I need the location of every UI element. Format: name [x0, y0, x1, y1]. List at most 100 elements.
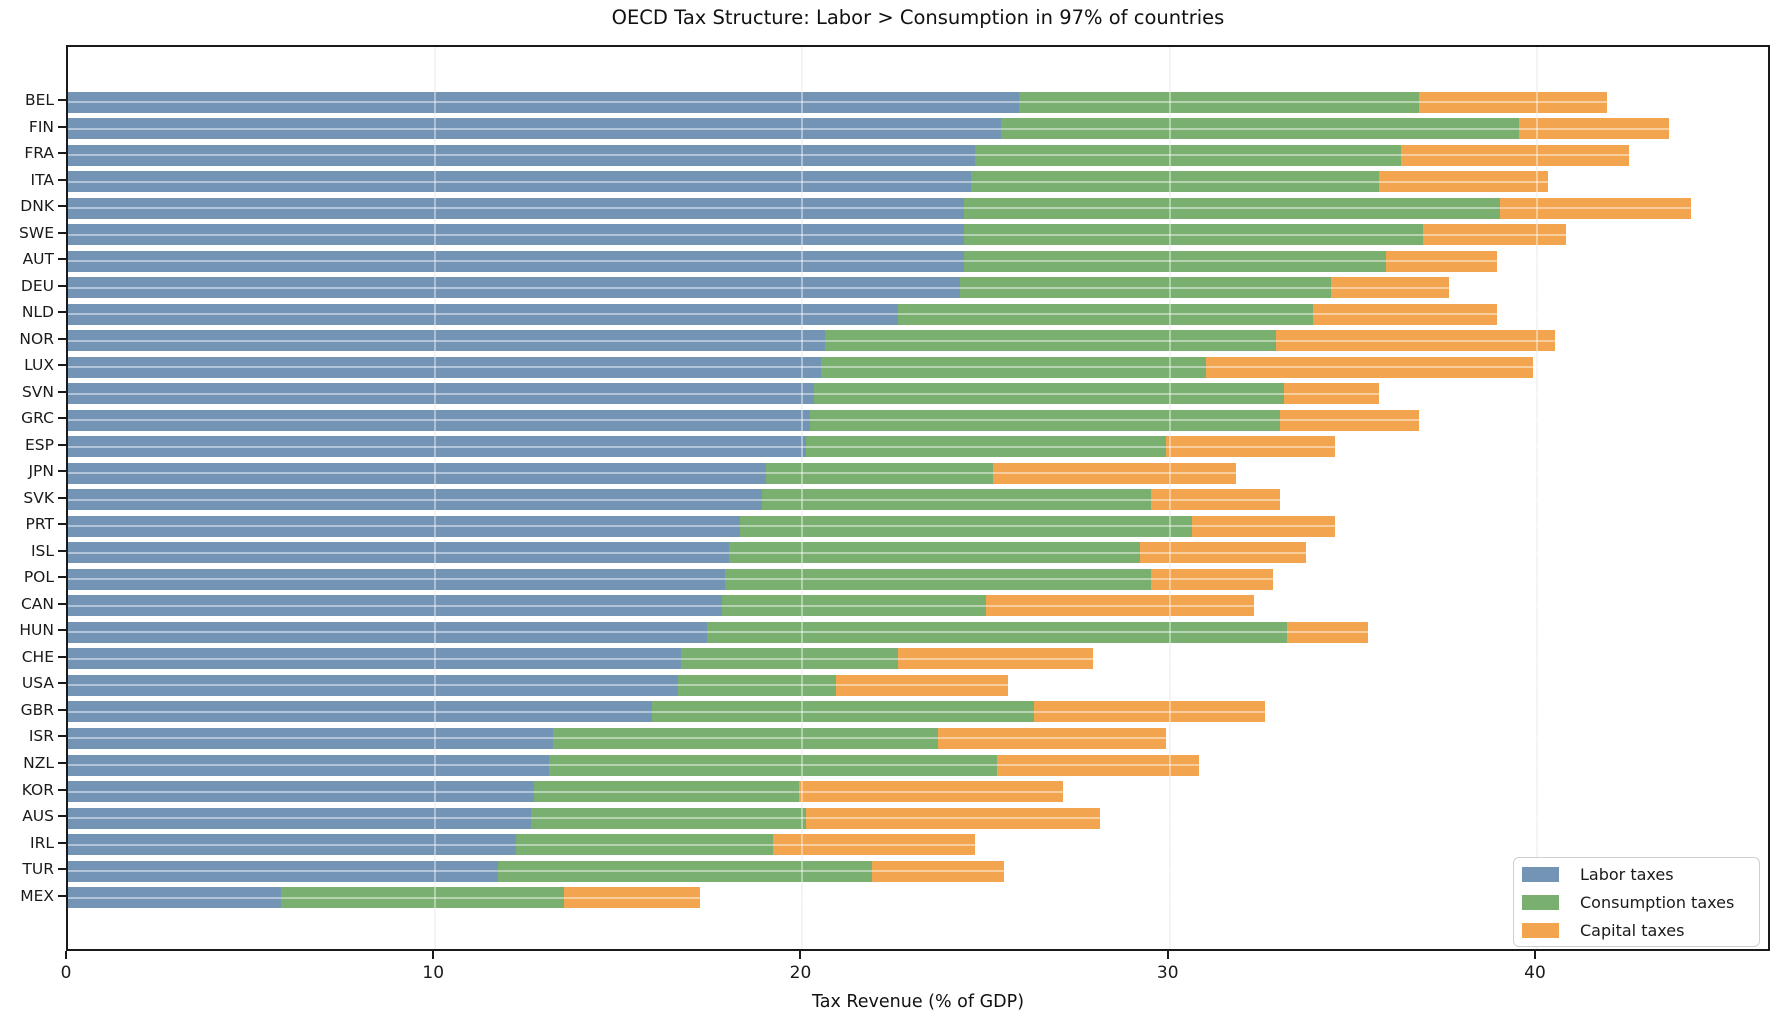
y-tick-mark	[58, 549, 66, 552]
gridline-y	[68, 764, 1768, 766]
bar-segment-swe-labor	[68, 224, 965, 246]
bar-segment-dnk-capital	[1500, 197, 1692, 219]
y-tick-mark	[58, 894, 66, 897]
bar-segment-gbr-consumption	[651, 701, 1034, 723]
bar-segment-hun-labor	[68, 621, 707, 643]
y-tick-mark	[58, 815, 66, 818]
y-tick-label: TUR	[22, 860, 54, 879]
bar-segment-svk-consumption	[762, 489, 1152, 511]
y-tick-label: NLD	[21, 303, 54, 322]
bar-segment-can-consumption	[721, 595, 987, 617]
legend-label: Consumption taxes	[1580, 892, 1735, 912]
bar-segment-lux-consumption	[820, 356, 1207, 378]
gridline-y	[68, 472, 1768, 475]
bar-segment-svn-labor	[68, 383, 814, 405]
y-tick-label: KOR	[21, 780, 54, 799]
bar-segment-tur-labor	[68, 860, 498, 882]
bar-segment-nzl-labor	[68, 754, 550, 776]
bar-segment-can-capital	[986, 595, 1255, 617]
legend-swatch-labor	[1522, 866, 1559, 882]
y-tick-label: SVN	[21, 382, 54, 401]
bar-segment-grc-consumption	[809, 409, 1280, 431]
bar-segment-tur-capital	[872, 860, 1005, 882]
gridline-y	[68, 260, 1768, 263]
gridline-y	[68, 578, 1768, 581]
bar-segment-usa-labor	[68, 674, 678, 696]
bar-segment-deu-labor	[68, 277, 961, 299]
bar-segment-svk-capital	[1151, 489, 1280, 511]
legend-label: Capital taxes	[1580, 920, 1685, 940]
y-tick-mark	[58, 152, 66, 155]
x-tick-label: 0	[60, 963, 72, 983]
y-tick-label: USA	[21, 674, 54, 693]
bar-segment-aut-labor	[68, 250, 965, 272]
bar-segment-jpn-consumption	[765, 462, 994, 484]
gridline-y	[68, 604, 1768, 607]
bar-segment-bel-consumption	[1019, 91, 1420, 113]
gridline-y	[68, 445, 1768, 448]
y-tick-label: PRT	[25, 515, 54, 534]
bar-segment-svn-capital	[1283, 383, 1380, 405]
y-tick-label: LUX	[24, 356, 54, 375]
bar-segment-nor-labor	[68, 330, 825, 352]
y-tick-mark	[58, 390, 66, 393]
legend-label: Labor taxes	[1580, 864, 1674, 884]
bar-segment-nzl-consumption	[549, 754, 998, 776]
gridline-y	[68, 154, 1768, 157]
gridline-y	[68, 896, 1768, 899]
bar-segment-fin-capital	[1518, 118, 1670, 140]
bar-segment-fin-labor	[68, 118, 1001, 140]
gridline-y	[68, 101, 1768, 103]
gridline-x-overlay	[434, 47, 437, 949]
bar-segment-prt-consumption	[740, 515, 1192, 537]
bar-segment-isl-capital	[1140, 542, 1306, 564]
gridline-y	[68, 419, 1768, 422]
bar-segment-fra-capital	[1401, 144, 1629, 166]
bar-segment-hun-capital	[1287, 621, 1369, 643]
gridline-y	[68, 339, 1768, 342]
y-tick-label: IRL	[30, 833, 54, 852]
legend-item: Consumption taxes	[1522, 892, 1751, 913]
legend-item: Capital taxes	[1522, 920, 1751, 941]
bar-segment-aus-labor	[68, 807, 531, 829]
bar-segment-mex-consumption	[281, 887, 564, 909]
bar-segment-dnk-consumption	[964, 197, 1501, 219]
y-tick-mark	[58, 99, 66, 101]
plot-area: BEL FIN FRA ITA DNK SWE AUT DEU NLD NOR LUX SVN GRC E…	[19, 45, 1770, 983]
bar-segment-esp-consumption	[806, 436, 1167, 458]
bar-segment-irl-labor	[68, 834, 517, 856]
x-tick-mark	[1533, 951, 1536, 959]
gridline-y	[68, 207, 1768, 210]
bar-segment-jpn-labor	[68, 462, 766, 484]
bar-segment-irl-capital	[773, 834, 976, 856]
bar-segment-swe-consumption	[964, 224, 1424, 246]
y-tick-mark	[58, 125, 66, 128]
bar-segment-can-labor	[68, 595, 722, 617]
y-tick-label: AUT	[22, 250, 54, 269]
bar-segment-che-labor	[68, 648, 682, 670]
y-tick-mark	[58, 868, 66, 871]
bar-segment-usa-consumption	[677, 674, 836, 696]
y-tick-label: AUS	[22, 807, 54, 826]
bar-segment-prt-labor	[68, 515, 741, 537]
x-tick-label: 20	[789, 963, 812, 983]
y-tick-label: MEX	[20, 886, 54, 905]
gridline-y	[68, 737, 1768, 740]
bar-segment-kor-capital	[798, 781, 1064, 803]
gridline-x-overlay	[1168, 47, 1171, 949]
gridline-y	[68, 790, 1768, 793]
y-tick-mark	[58, 417, 66, 420]
y-tick-label: ITA	[30, 170, 54, 189]
bar-segment-fin-consumption	[1000, 118, 1519, 140]
y-tick-label: NOR	[19, 329, 54, 348]
bar-segment-ita-labor	[68, 171, 972, 193]
gridline-y	[68, 392, 1768, 395]
y-tick-label: POL	[23, 568, 54, 587]
bar-segment-isr-consumption	[552, 727, 939, 749]
bar-segment-mex-capital	[563, 887, 700, 909]
bar-segment-bel-capital	[1419, 91, 1607, 113]
bar-segment-kor-labor	[68, 781, 535, 803]
bar-segment-deu-consumption	[960, 277, 1332, 299]
bar-segment-gbr-capital	[1033, 701, 1266, 723]
